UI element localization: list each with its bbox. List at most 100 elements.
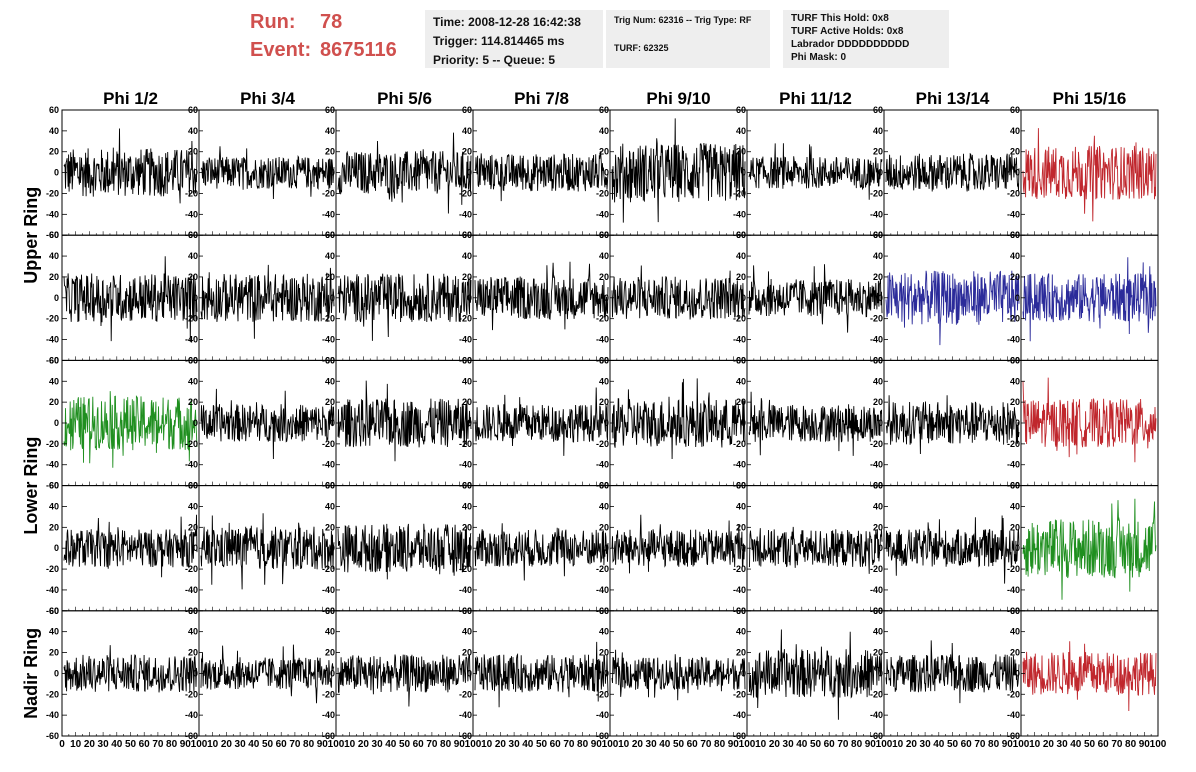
y-tick-label: 40 — [49, 376, 59, 386]
y-tick-label: 60 — [325, 355, 335, 365]
y-tick-label: 60 — [736, 355, 746, 365]
column-header: Phi 9/10 — [646, 89, 710, 108]
y-tick-label: -40 — [1007, 209, 1020, 219]
x-tick-label: 40 — [248, 739, 260, 750]
y-tick-label: 0 — [1015, 418, 1020, 428]
y-tick-label: 60 — [873, 230, 883, 240]
waveform-trace — [63, 128, 198, 204]
y-tick-label: -20 — [185, 188, 198, 198]
y-tick-label: 40 — [873, 126, 883, 136]
y-tick-label: 40 — [873, 251, 883, 261]
y-tick-label: -40 — [870, 585, 883, 595]
y-tick-label: 20 — [599, 272, 609, 282]
y-tick-label: 0 — [330, 418, 335, 428]
x-tick-label: 60 — [413, 739, 425, 750]
x-tick-label: 10 — [344, 739, 356, 750]
waveform-trace — [337, 654, 472, 707]
y-tick-label: 60 — [736, 606, 746, 616]
waveform-panel — [746, 109, 885, 236]
x-tick-label: 30 — [235, 739, 247, 750]
phi-mask-text: Phi Mask: 0 — [791, 52, 847, 63]
ring-label: Upper Ring — [21, 187, 41, 284]
y-tick-label: -40 — [322, 209, 335, 219]
x-tick-label: 100 — [1150, 739, 1167, 750]
y-tick-label: 20 — [599, 522, 609, 532]
x-tick-label: 30 — [646, 739, 658, 750]
y-tick-label: -40 — [1007, 335, 1020, 345]
x-tick-label: 90 — [454, 739, 466, 750]
y-tick-label: -60 — [596, 731, 609, 741]
time-info-panel: Time: 2008-12-28 16:42:38 Trigger: 114.8… — [425, 10, 603, 68]
waveform-trace — [611, 514, 746, 574]
y-tick-label: 0 — [467, 543, 472, 553]
x-tick-label: 20 — [906, 739, 918, 750]
y-tick-label: 40 — [188, 501, 198, 511]
y-tick-label: 40 — [873, 376, 883, 386]
y-tick-label: 60 — [873, 481, 883, 491]
turf-active-text: TURF Active Holds: 0x8 — [791, 26, 904, 37]
x-tick-label: 40 — [659, 739, 671, 750]
y-tick-label: 60 — [49, 355, 59, 365]
x-tick-label: 90 — [865, 739, 877, 750]
trig-info-panel: Trig Num: 62316 -- Trig Type: RF TURF: 6… — [606, 10, 770, 68]
y-tick-label: 20 — [1010, 522, 1020, 532]
y-tick-label: 20 — [49, 648, 59, 658]
x-tick-label: 80 — [577, 739, 589, 750]
x-tick-label: 50 — [673, 739, 685, 750]
y-tick-label: -60 — [185, 731, 198, 741]
y-tick-label: -40 — [185, 209, 198, 219]
waveform-trace — [885, 152, 1020, 192]
turf-text: TURF: 62325 — [614, 43, 669, 53]
x-tick-label: 50 — [262, 739, 274, 750]
y-tick-label: 0 — [54, 418, 59, 428]
x-tick-label: 70 — [289, 739, 301, 750]
x-tick-label: 70 — [152, 739, 164, 750]
waveform-trace — [1022, 257, 1157, 342]
y-tick-label: 20 — [49, 397, 59, 407]
y-tick-label: -40 — [185, 710, 198, 720]
y-tick-label: 40 — [736, 376, 746, 386]
y-tick-label: 0 — [741, 668, 746, 678]
y-tick-label: 60 — [49, 481, 59, 491]
y-tick-label: 40 — [188, 376, 198, 386]
x-tick-label: 90 — [591, 739, 603, 750]
y-tick-label: -20 — [46, 564, 59, 574]
y-tick-label: 40 — [736, 627, 746, 637]
x-tick-label: 10 — [618, 739, 630, 750]
y-tick-label: -40 — [46, 585, 59, 595]
waveform-trace — [474, 523, 609, 581]
y-tick-label: -20 — [459, 188, 472, 198]
y-tick-label: -20 — [733, 188, 746, 198]
y-tick-label: -60 — [1007, 731, 1020, 741]
y-tick-label: -40 — [596, 460, 609, 470]
x-tick-label: 90 — [180, 739, 192, 750]
x-tick-label: 100 — [465, 739, 482, 750]
y-tick-label: 60 — [599, 606, 609, 616]
y-tick-label: -40 — [46, 710, 59, 720]
y-tick-label: 20 — [599, 648, 609, 658]
waveform-trace — [337, 273, 472, 341]
y-tick-label: 20 — [736, 522, 746, 532]
waveform-trace — [200, 388, 335, 460]
y-tick-label: -60 — [46, 481, 59, 491]
y-tick-label: -20 — [459, 314, 472, 324]
column-header: Phi 7/8 — [514, 89, 569, 108]
y-tick-label: 40 — [49, 251, 59, 261]
y-tick-label: -20 — [733, 439, 746, 449]
x-tick-label: 20 — [221, 739, 233, 750]
waveform-trace — [885, 640, 1020, 704]
y-tick-label: 0 — [878, 168, 883, 178]
y-tick-label: -20 — [596, 314, 609, 324]
y-tick-label: -20 — [322, 689, 335, 699]
y-tick-label: 0 — [604, 293, 609, 303]
x-tick-label: 100 — [191, 739, 208, 750]
x-tick-label: 30 — [372, 739, 384, 750]
x-tick-label: 100 — [1013, 739, 1030, 750]
column-header: Phi 3/4 — [240, 89, 295, 108]
y-tick-label: 40 — [188, 126, 198, 136]
x-tick-label: 70 — [1111, 739, 1123, 750]
y-tick-label: 0 — [193, 668, 198, 678]
y-tick-label: -40 — [870, 209, 883, 219]
y-tick-label: 0 — [741, 543, 746, 553]
y-tick-label: 60 — [1010, 355, 1020, 365]
